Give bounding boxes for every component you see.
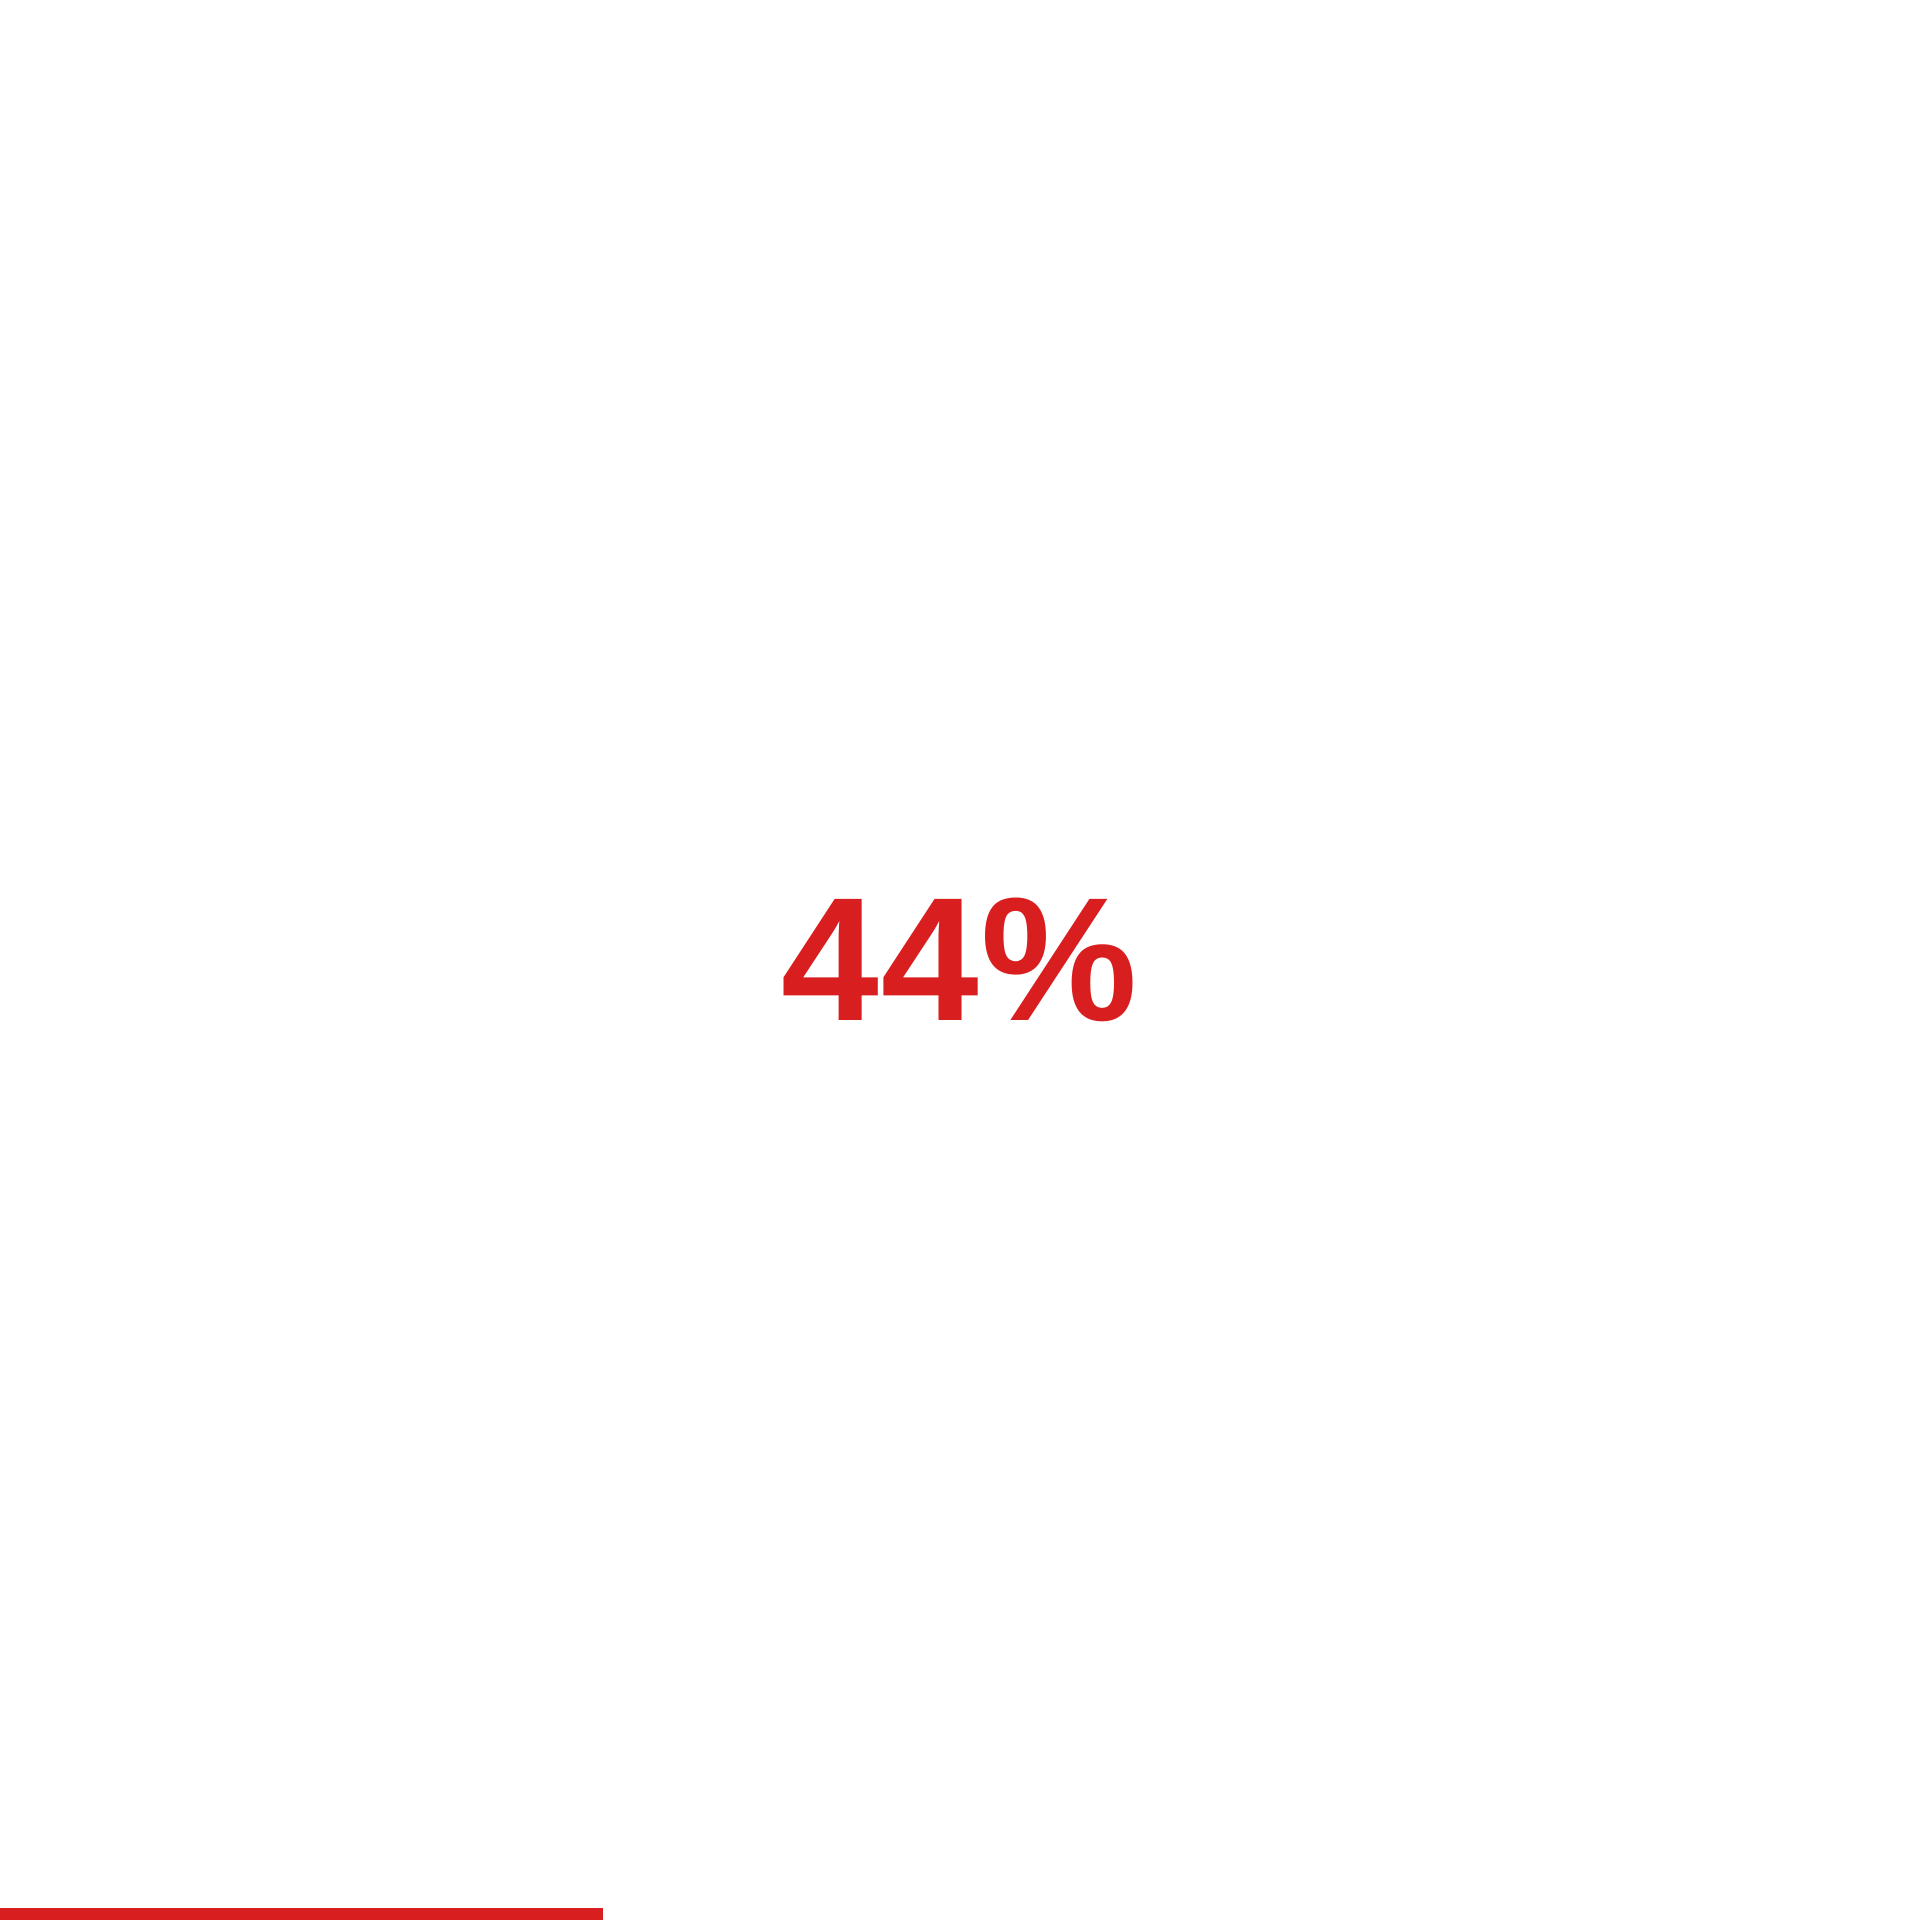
loading-percentage-text: 44% xyxy=(780,862,1140,1058)
loading-progress-fill xyxy=(0,1908,603,1920)
loading-progress-bar xyxy=(0,1908,1920,1920)
